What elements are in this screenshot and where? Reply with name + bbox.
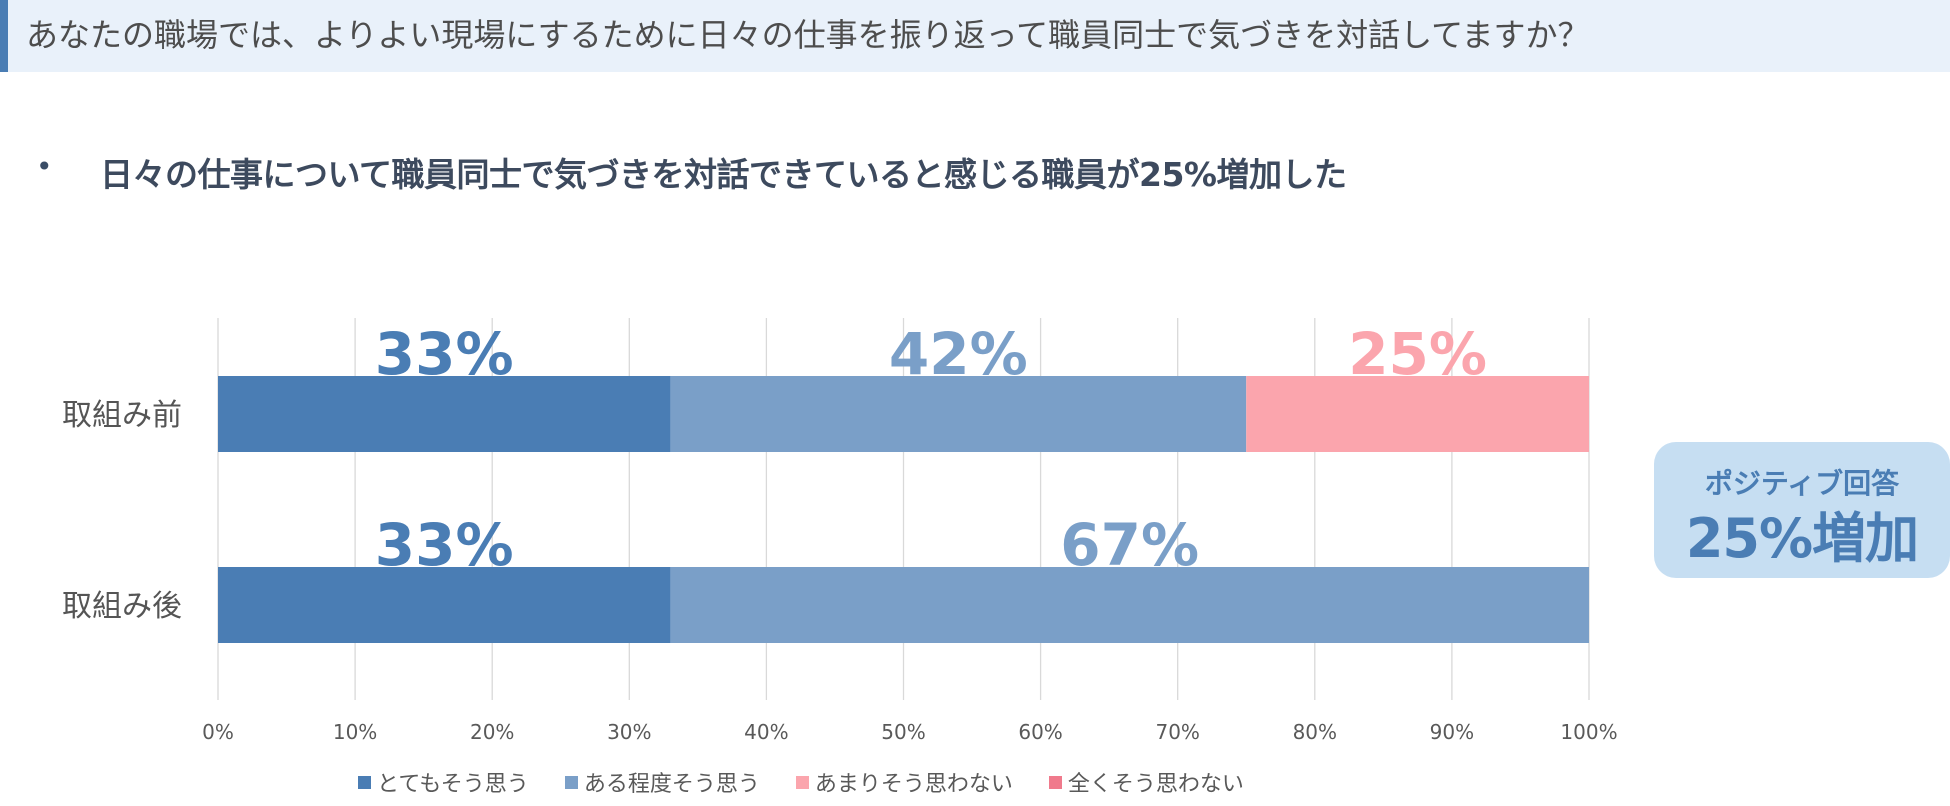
legend-swatch — [564, 775, 578, 789]
bullet-dot: • — [36, 150, 53, 183]
x-tick-label: 80% — [1293, 720, 1337, 744]
x-tick-label: 40% — [744, 720, 788, 744]
legend-label: あまりそう思わない — [814, 772, 1013, 797]
data-label: 33% — [375, 320, 514, 388]
legend-item: ある程度そう思う — [564, 766, 760, 798]
data-label: 25% — [1348, 320, 1487, 388]
x-tick-label: 0% — [202, 720, 234, 744]
legend-label: ある程度そう思う — [583, 772, 760, 797]
x-tick-label: 90% — [1430, 720, 1474, 744]
x-tick-label: 10% — [333, 720, 377, 744]
badge-value: 25%増加 — [1685, 507, 1919, 570]
bar-segment — [670, 376, 1247, 452]
header-bar: あなたの職場では、よりよい現場にするために日々の仕事を振り返って職員同士で気づき… — [0, 0, 1950, 72]
bar-segment — [218, 376, 671, 452]
legend-item: あまりそう思わない — [795, 766, 1013, 798]
bar-segment — [670, 567, 1589, 643]
x-tick-label: 20% — [470, 720, 514, 744]
data-label: 67% — [1060, 511, 1199, 579]
legend-swatch — [795, 775, 809, 789]
x-tick-label: 60% — [1018, 720, 1062, 744]
header-accent — [0, 0, 8, 72]
legend-swatch — [1048, 775, 1062, 789]
bar-segment — [1246, 376, 1589, 452]
legend-label: 全くそう思わない — [1067, 772, 1244, 797]
legend-swatch — [358, 775, 371, 789]
x-tick-label: 100% — [1560, 720, 1617, 744]
category-label: 取組み後 — [62, 589, 182, 624]
legend-item: 全くそう思わない — [1048, 766, 1244, 798]
badge-label: ポジティブ回答 — [1704, 467, 1900, 500]
chart-legend: とてもそう思う ある程度そう思う あまりそう思わない 全くそう思わない — [358, 766, 1280, 798]
positive-answer-badge: ポジティブ回答 25%増加 — [1654, 442, 1950, 578]
category-label: 取組み前 — [62, 398, 182, 433]
summary-text: 日々の仕事について職員同士で気づきを対話できていると感じる職員が25%増加した — [100, 155, 1347, 194]
legend-item: とてもそう思う — [358, 766, 529, 798]
page-title: あなたの職場では、よりよい現場にするために日々の仕事を振り返って職員同士で気づき… — [26, 16, 1590, 54]
data-label: 42% — [889, 320, 1028, 388]
x-tick-label: 30% — [607, 720, 651, 744]
legend-label: とてもそう思う — [377, 772, 529, 797]
x-tick-label: 70% — [1155, 720, 1199, 744]
x-tick-label: 50% — [881, 720, 925, 744]
bar-segment — [218, 567, 671, 643]
data-label: 33% — [375, 511, 514, 579]
